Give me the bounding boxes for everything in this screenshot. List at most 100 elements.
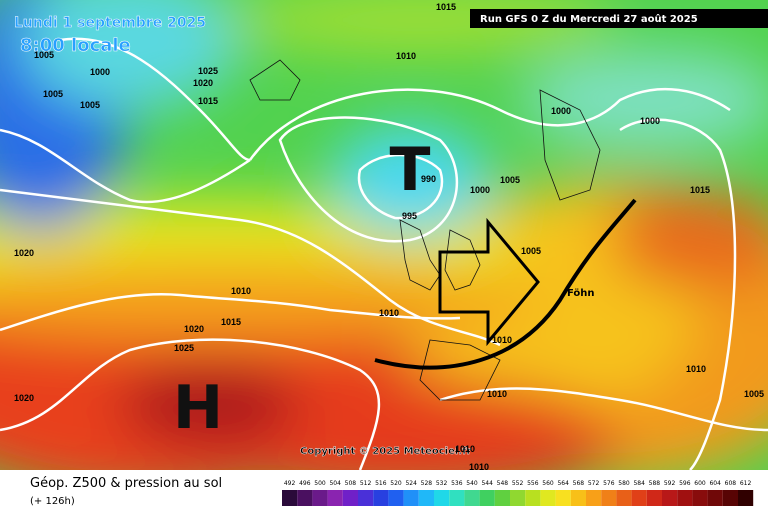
isobars — [0, 37, 768, 471]
isobar-label: 1010 — [686, 364, 706, 374]
run-info: Run GFS 0 Z du Mercredi 27 août 2025 — [480, 13, 698, 25]
scale-label: 580 — [618, 480, 630, 487]
isobar-label: 1005 — [34, 50, 54, 60]
scale-label: 552 — [512, 480, 524, 487]
scale-swatch — [586, 490, 602, 506]
isobar-label: 1015 — [221, 317, 241, 327]
scale-swatch — [662, 490, 678, 506]
isobar-label: 1015 — [436, 2, 456, 12]
isobar-label: 1000 — [640, 116, 660, 126]
flow-arrow — [438, 217, 540, 347]
scale-swatch — [631, 490, 647, 506]
scale-swatch — [479, 490, 495, 506]
isobar-label: 1000 — [90, 67, 110, 77]
scale-label: 612 — [740, 480, 752, 487]
scale-label: 596 — [679, 480, 691, 487]
isobar-label: 1015 — [690, 185, 710, 195]
isobar-label: 1015 — [198, 96, 218, 106]
isobar-label: 1025 — [174, 343, 194, 353]
isobar-label: 1005 — [80, 100, 100, 110]
scale-swatch — [403, 490, 419, 506]
scale-label: 576 — [603, 480, 615, 487]
isobar-label: 1005 — [500, 175, 520, 185]
scale-swatch — [373, 490, 389, 506]
isobar-label: 1020 — [14, 393, 34, 403]
footer-title: Géop. Z500 & pression au sol — [30, 476, 222, 491]
scale-label: 584 — [633, 480, 645, 487]
time: 8:00 locale — [20, 35, 131, 56]
z500-field — [0, 0, 768, 500]
isobar-label: 1025 — [198, 66, 218, 76]
scale-label: 604 — [709, 480, 721, 487]
scale-swatch — [342, 490, 358, 506]
scale-label: 540 — [466, 480, 478, 487]
scale-label: 536 — [451, 480, 463, 487]
scale-swatch — [449, 490, 465, 506]
scale-label: 524 — [405, 480, 417, 487]
scale-swatch — [646, 490, 662, 506]
scale-swatch — [570, 490, 586, 506]
scale-swatch — [327, 490, 343, 506]
scale-label: 592 — [664, 480, 676, 487]
scale-label: 508 — [345, 480, 357, 487]
scale-swatch — [282, 490, 298, 506]
high-symbol: H — [173, 373, 223, 443]
isobar-label: 1020 — [14, 248, 34, 258]
copyright: Copyright © 2025 Meteociel.fr — [300, 446, 471, 457]
front-curve — [374, 198, 637, 370]
isobar-label: 1000 — [551, 106, 571, 116]
scale-swatch — [297, 490, 313, 506]
coastlines — [249, 59, 601, 401]
scale-swatch — [312, 490, 328, 506]
scale-label: 600 — [694, 480, 706, 487]
scale-swatch — [738, 490, 754, 506]
scale-swatch — [525, 490, 541, 506]
low-symbol: T — [390, 135, 431, 205]
scale-swatch — [692, 490, 708, 506]
scale-label: 504 — [329, 480, 341, 487]
scale-label: 568 — [573, 480, 585, 487]
isobar-label: 1000 — [470, 185, 490, 195]
scale-swatch — [707, 490, 723, 506]
scale-label: 496 — [299, 480, 311, 487]
isobar-label: 990 — [421, 174, 436, 184]
scale-label: 512 — [360, 480, 372, 487]
isobar-label: 1010 — [379, 308, 399, 318]
scale-label: 544 — [481, 480, 493, 487]
scale-label: 560 — [542, 480, 554, 487]
scale-label: 500 — [314, 480, 326, 487]
scale-label: 528 — [421, 480, 433, 487]
scale-label: 516 — [375, 480, 387, 487]
run-box — [470, 9, 768, 28]
date: Lundi 1 septembre 2025 — [14, 15, 206, 31]
scale-swatch — [464, 490, 480, 506]
isobar-label: 1005 — [744, 389, 764, 399]
color-scale: 492 496 500 504 508 512 516 520 524 528 532 536 540 5… — [282, 480, 754, 506]
isobar-label: 1010 — [231, 286, 251, 296]
scale-swatch — [677, 490, 693, 506]
isobar-label: 1020 — [193, 78, 213, 88]
scale-swatch — [418, 490, 434, 506]
scale-swatch — [510, 490, 526, 506]
isobar-label: 1010 — [396, 51, 416, 61]
scale-label: 520 — [390, 480, 402, 487]
isobar-label: 1010 — [492, 335, 512, 345]
isobar-label: 1010 — [455, 444, 475, 454]
scale-label: 588 — [649, 480, 661, 487]
scale-label: 492 — [284, 480, 296, 487]
scale-label: 532 — [436, 480, 448, 487]
scale-label: 608 — [725, 480, 737, 487]
scale-label: 564 — [557, 480, 569, 487]
isobar-labels: 1015 1000 1005 1005 1025 1020 1015 1010 990 995 10… — [14, 2, 764, 472]
isobar-label: 1005 — [521, 246, 541, 256]
scale-swatch — [358, 490, 374, 506]
scale-label: 548 — [497, 480, 509, 487]
scale-swatch — [494, 490, 510, 506]
fohn-label: Föhn — [567, 288, 595, 299]
isobar-label: 1005 — [43, 89, 63, 99]
isobar-label: 1010 — [487, 389, 507, 399]
scale-swatch — [601, 490, 617, 506]
scale-swatch — [434, 490, 450, 506]
scale-swatch — [722, 490, 738, 506]
